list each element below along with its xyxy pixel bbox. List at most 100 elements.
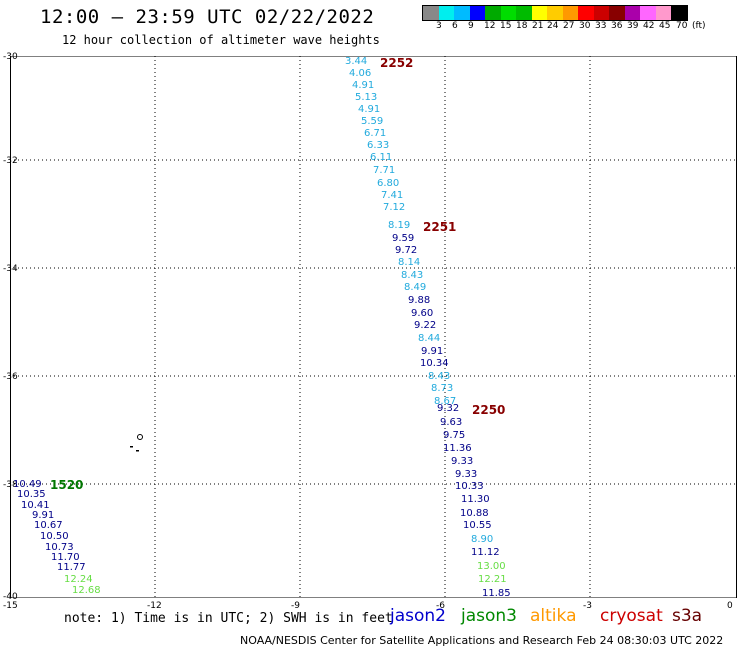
colorbar-label: 36 [611, 21, 623, 31]
x-tick-label: 0 [727, 601, 733, 611]
wave-height-value: 6.80 [377, 178, 400, 189]
map-grid [10, 56, 737, 598]
wave-height-value: 10.55 [463, 520, 492, 531]
pass-time-label: 2250 [472, 403, 506, 417]
wave-height-value: 11.85 [482, 588, 511, 599]
colorbar-label: 39 [627, 21, 639, 31]
wave-height-value: 8.90 [471, 534, 494, 545]
wave-height-value: 10.41 [21, 500, 50, 511]
colorbar-swatch [609, 6, 625, 20]
wave-height-value: 7.12 [383, 202, 406, 213]
wave-height-value: 6.71 [364, 128, 387, 139]
x-tick-label: -9 [291, 601, 300, 611]
wave-height-value: 4.06 [349, 68, 372, 79]
wave-height-value: 12.21 [478, 574, 507, 585]
wave-height-value: 5.13 [355, 92, 378, 103]
wave-height-value: 9.72 [395, 245, 418, 256]
colorbar-swatch [578, 6, 594, 20]
colorbar-label: 24 [547, 21, 559, 31]
wave-height-value: 9.33 [455, 469, 478, 480]
colorbar-label: 9 [468, 21, 474, 31]
colorbar-swatch [547, 6, 563, 20]
colorbar-label: 27 [563, 21, 575, 31]
wave-height-value: 13.00 [477, 561, 506, 572]
colorbar-swatch [562, 6, 578, 20]
wave-height-value: 4.91 [352, 80, 375, 91]
y-tick-label: -30 [3, 52, 18, 62]
map-title: 12:00 – 23:59 UTC 02/22/2022 [40, 6, 375, 28]
wave-height-value: 8.43 [428, 371, 451, 382]
wave-height-value: 8.73 [431, 383, 454, 394]
colorbar [422, 5, 688, 21]
wave-height-value: 7.71 [373, 165, 396, 176]
y-tick-label: -34 [3, 264, 18, 274]
wave-height-value: 9.63 [440, 417, 463, 428]
footer-note: note: 1) Time is in UTC; 2) SWH is in fe… [64, 611, 393, 626]
colorbar-swatch [640, 6, 656, 20]
wave-height-value: 10.35 [17, 489, 46, 500]
colorbar-swatch [624, 6, 640, 20]
wave-height-value: 11.36 [443, 443, 472, 454]
wave-height-value: 12.24 [64, 574, 93, 585]
island-outline [136, 450, 139, 452]
colorbar-swatch [516, 6, 532, 20]
x-tick-label: -6 [436, 601, 445, 611]
wave-height-value: 9.88 [408, 295, 431, 306]
colorbar-swatch [655, 6, 671, 20]
pass-time-label: 1520 [50, 478, 84, 492]
colorbar-swatch [454, 6, 470, 20]
colorbar-label: 70 [676, 21, 688, 31]
wave-height-value: 11.70 [51, 552, 80, 563]
wave-height-value: 12.68 [72, 585, 101, 596]
wave-height-value: 8.14 [398, 257, 421, 268]
wave-height-value: 3.44 [345, 56, 368, 67]
wave-height-value: 6.33 [367, 140, 390, 151]
satellite-legend-altika: altika [530, 606, 577, 626]
y-tick-label: -36 [3, 372, 18, 382]
wave-height-value: 8.19 [388, 220, 411, 231]
map-plot-area [10, 56, 737, 598]
colorbar-swatch [671, 6, 687, 20]
wave-height-value: 11.12 [471, 547, 500, 558]
wave-height-value: 8.43 [401, 270, 424, 281]
colorbar-label: 3 [436, 21, 442, 31]
colorbar-label: 45 [659, 21, 671, 31]
colorbar-label: 30 [579, 21, 591, 31]
wave-height-value: 10.50 [40, 531, 69, 542]
wave-height-value: 8.44 [418, 333, 441, 344]
colorbar-swatch [469, 6, 485, 20]
satellite-legend-jason2: jason2 [390, 606, 446, 626]
wave-height-value: 7.41 [381, 190, 404, 201]
colorbar-swatch [593, 6, 609, 20]
island-outline [130, 446, 133, 448]
colorbar-label: 42 [643, 21, 655, 31]
colorbar-label: 12 [484, 21, 496, 31]
wave-height-value: 10.33 [455, 481, 484, 492]
wave-height-value: 10.73 [45, 542, 74, 553]
colorbar-swatch [500, 6, 516, 20]
wave-height-value: 10.88 [460, 508, 489, 519]
wave-height-value: 10.34 [420, 358, 449, 369]
wave-height-value: 9.75 [443, 430, 466, 441]
island-outline [137, 434, 143, 440]
wave-height-value: 4.91 [358, 104, 381, 115]
satellite-legend-s3a: s3a [672, 606, 703, 626]
wave-height-value: 5.59 [361, 116, 384, 127]
colorbar-swatch [438, 6, 454, 20]
pass-time-label: 2251 [423, 220, 457, 234]
colorbar-swatch [531, 6, 547, 20]
map-subtitle: 12 hour collection of altimeter wave hei… [62, 33, 380, 47]
wave-height-value: 9.33 [451, 456, 474, 467]
wave-height-value: 6.11 [370, 152, 393, 163]
pass-time-label: 2252 [380, 56, 414, 70]
colorbar-swatch [423, 6, 439, 20]
wave-height-value: 8.49 [404, 282, 427, 293]
colorbar-label: 21 [532, 21, 544, 31]
x-tick-label: -15 [3, 601, 18, 611]
colorbar-swatch [485, 6, 501, 20]
colorbar-label: 18 [516, 21, 528, 31]
wave-height-value: 10.49 [13, 479, 42, 490]
wave-height-value: 11.30 [461, 494, 490, 505]
colorbar-label: 15 [500, 21, 512, 31]
wave-height-value: 9.59 [392, 233, 415, 244]
